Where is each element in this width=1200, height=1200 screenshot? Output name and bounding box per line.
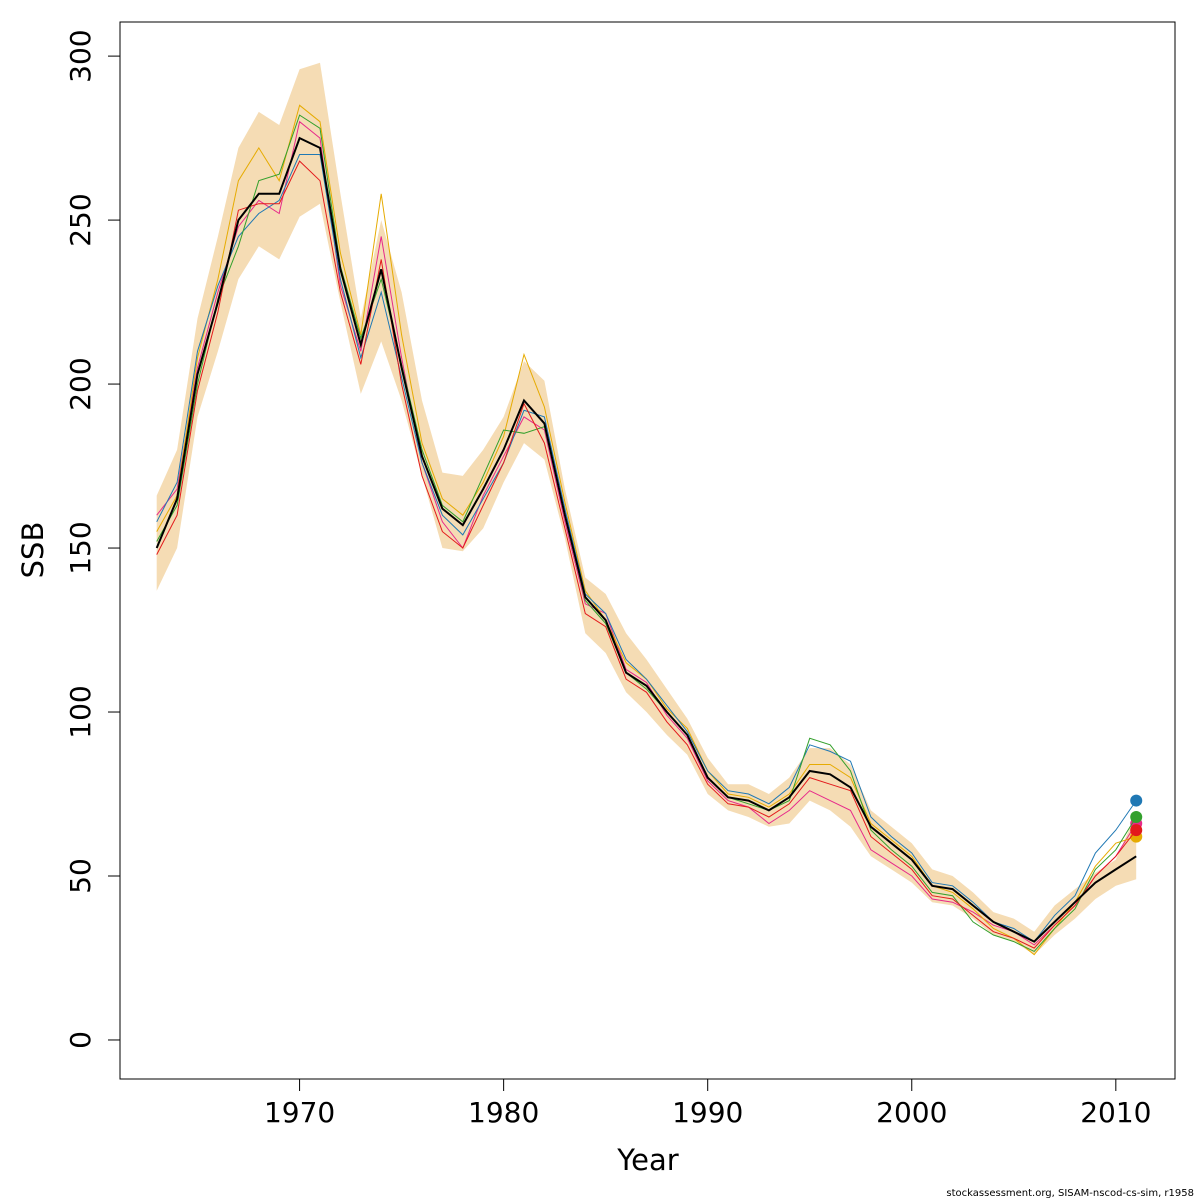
y-tick-label: 200 bbox=[64, 357, 97, 410]
y-axis-label: SSB bbox=[16, 522, 50, 579]
y-tick-label: 250 bbox=[64, 193, 97, 246]
series-line bbox=[156, 154, 1137, 943]
series-line bbox=[156, 114, 1137, 953]
series-line bbox=[155, 136, 1137, 943]
series-line bbox=[156, 120, 1137, 946]
x-tick-label: 1990 bbox=[672, 1096, 743, 1129]
series-line bbox=[156, 104, 1137, 956]
y-tick-label: 300 bbox=[64, 29, 97, 82]
plot-frame bbox=[119, 21, 1176, 1080]
end-point bbox=[1130, 794, 1143, 807]
x-tick-label: 1980 bbox=[468, 1096, 539, 1129]
end-point bbox=[1130, 824, 1143, 837]
y-tick-label: 100 bbox=[64, 685, 97, 738]
series-line bbox=[156, 160, 1137, 949]
x-tick-label: 2000 bbox=[876, 1096, 947, 1129]
footer: stockassessment.org, SISAM-nscod-cs-sim,… bbox=[946, 1188, 1194, 1199]
y-tick-label: 0 bbox=[64, 1031, 97, 1049]
y-tick-label: 150 bbox=[64, 521, 97, 574]
end-point bbox=[1130, 810, 1143, 823]
x-tick-label: 2010 bbox=[1080, 1096, 1151, 1129]
x-axis-label: Year bbox=[616, 1143, 678, 1177]
x-tick-label: 1970 bbox=[264, 1096, 335, 1129]
y-tick-label: 50 bbox=[64, 858, 97, 894]
confidence-band bbox=[156, 62, 1137, 955]
